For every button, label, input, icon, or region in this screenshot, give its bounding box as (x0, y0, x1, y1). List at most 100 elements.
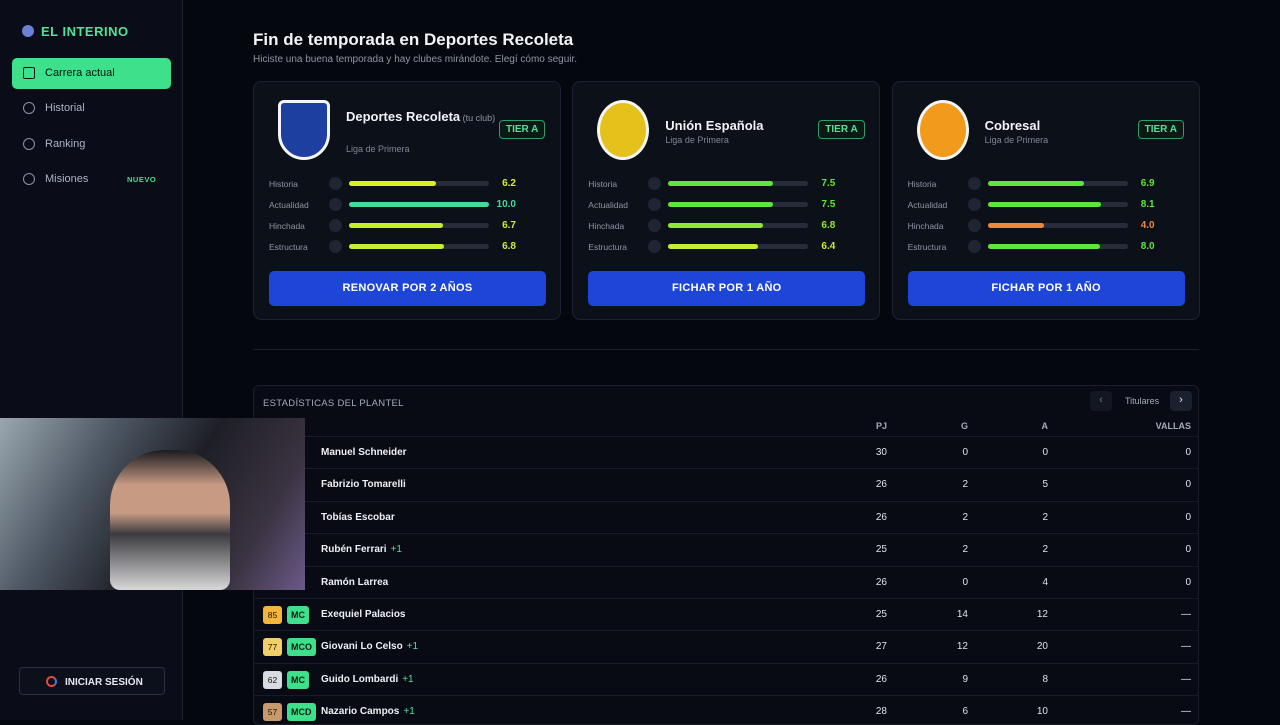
row-divider (254, 468, 1198, 470)
page-subtitle: Hiciste una buena temporada y hay clubes… (253, 54, 578, 65)
player-name: Rubén Ferrari +1 (321, 544, 402, 555)
stat-value: 6.8 (502, 241, 516, 252)
row-divider (254, 695, 1198, 697)
stat-cell: 6 (962, 706, 968, 718)
stat-cell: 10 (1036, 706, 1048, 718)
stat-label: Historia (588, 179, 618, 189)
stat-cell: 12 (956, 641, 968, 653)
position-badge: MC (287, 606, 309, 624)
stat-value: 6.8 (821, 220, 836, 231)
stat-bar (668, 181, 774, 186)
stat-label: Hinchada (588, 221, 625, 231)
stat-cell: 0 (1185, 511, 1191, 523)
player-name-text: Nazario Campos (321, 706, 400, 718)
info-icon[interactable] (648, 240, 662, 253)
column-header: VALLAS (1155, 421, 1191, 431)
club-name: Deportes Recoleta (tu club) (346, 108, 496, 127)
nav-item[interactable]: Misiones NUEVO (12, 164, 171, 195)
nav-icon (23, 137, 35, 150)
stat-value: 4.0 (1140, 220, 1155, 231)
nav-item[interactable]: Historial (12, 93, 171, 124)
rating-badge: 85 (263, 606, 282, 624)
club-logo (278, 100, 330, 160)
login-button[interactable]: INICIAR SESIÓN (19, 667, 165, 695)
club-league: Liga de Primera (346, 144, 410, 154)
nav-label: Misiones (45, 172, 89, 185)
stats-table: ESTADÍSTICAS DEL PLANTEL ‹ Titulares › PJ G A V… (253, 385, 1199, 725)
club-league: Liga de Primera (665, 135, 729, 145)
stat-cell: 25 (875, 544, 887, 556)
row-divider (254, 500, 1198, 502)
info-icon[interactable] (967, 198, 981, 211)
stat-bar (668, 202, 774, 207)
card-button[interactable]: RENOVAR POR 2 AÑOS (269, 271, 546, 306)
divider (253, 349, 1199, 350)
stat-cell: 30 (875, 447, 887, 458)
nav-item[interactable]: Ranking (12, 129, 171, 160)
position-badge: MCO (287, 638, 316, 657)
info-icon[interactable] (648, 177, 662, 190)
player-name-text: Manuel Schneider (321, 447, 407, 458)
nav-item[interactable]: Carrera actual (12, 58, 171, 89)
stat-bar (349, 202, 489, 207)
info-icon[interactable] (329, 240, 342, 253)
card-button[interactable]: FICHAR POR 1 AÑO (907, 271, 1185, 306)
info-icon[interactable] (329, 177, 342, 190)
player-name-text: Ramón Larrea (321, 576, 389, 588)
stat-cell: 25 (875, 609, 887, 620)
stat-cell: 0 (1185, 479, 1191, 491)
info-icon[interactable] (648, 198, 662, 211)
club-name-text: Deportes Recoleta (346, 109, 461, 124)
google-icon (46, 676, 57, 687)
stat-label: Estructura (269, 242, 308, 252)
club-name: Cobresal (985, 117, 1135, 135)
card-button[interactable]: FICHAR POR 1 AÑO (588, 271, 866, 306)
info-icon[interactable] (648, 219, 662, 232)
brand: EL INTERINO (41, 24, 129, 39)
sidebar: EL INTERINO Carrera actual Historial Rankin… (0, 0, 183, 720)
stat-track (987, 223, 1128, 228)
stat-cell: 4 (1042, 576, 1048, 588)
tier-badge: TIER A (1137, 120, 1185, 139)
stat-cell: 12 (1036, 609, 1048, 620)
login-label: INICIAR SESIÓN (65, 677, 143, 688)
stat-label: Estructura (588, 242, 628, 252)
info-icon[interactable] (967, 240, 981, 253)
stat-bar (668, 244, 758, 249)
club-logo (916, 100, 969, 160)
stat-cell: 0 (1185, 544, 1191, 556)
stat-cell: 2 (962, 511, 968, 523)
info-icon[interactable] (329, 198, 342, 211)
next-button[interactable]: › (1170, 391, 1192, 411)
stat-cell: — (1181, 641, 1191, 653)
table-title: ESTADÍSTICAS DEL PLANTEL (263, 398, 404, 409)
stat-cell: 8 (1042, 673, 1048, 685)
rating-badge: 62 (263, 670, 282, 689)
stat-label: Hinchada (269, 221, 305, 231)
stat-cell: 2 (1042, 511, 1048, 523)
club-name: Unión Española (665, 117, 815, 135)
stat-value: 6.2 (502, 178, 516, 189)
rating-badge: 77 (263, 638, 282, 657)
stat-cell: 14 (956, 609, 968, 620)
stat-cell: 26 (875, 576, 887, 588)
stat-cell: 0 (1185, 576, 1191, 588)
nav-icon (23, 67, 35, 79)
pager-label: Titulares (1125, 396, 1160, 406)
position-badge: MCD (287, 703, 316, 722)
info-icon[interactable] (967, 219, 981, 232)
info-icon[interactable] (967, 177, 981, 190)
prev-button[interactable]: ‹ (1090, 391, 1112, 411)
stat-value: 6.4 (821, 241, 836, 252)
player-name: Giovani Lo Celso +1 (321, 641, 418, 652)
row-divider (254, 630, 1198, 632)
stat-cell: 0 (962, 447, 968, 458)
info-icon[interactable] (329, 219, 342, 232)
row-divider (254, 598, 1198, 599)
row-divider (254, 662, 1198, 664)
player-name-text: Guido Lombardi (321, 673, 399, 685)
column-header: A (1041, 421, 1049, 431)
nav-badge: NUEVO (127, 174, 157, 184)
